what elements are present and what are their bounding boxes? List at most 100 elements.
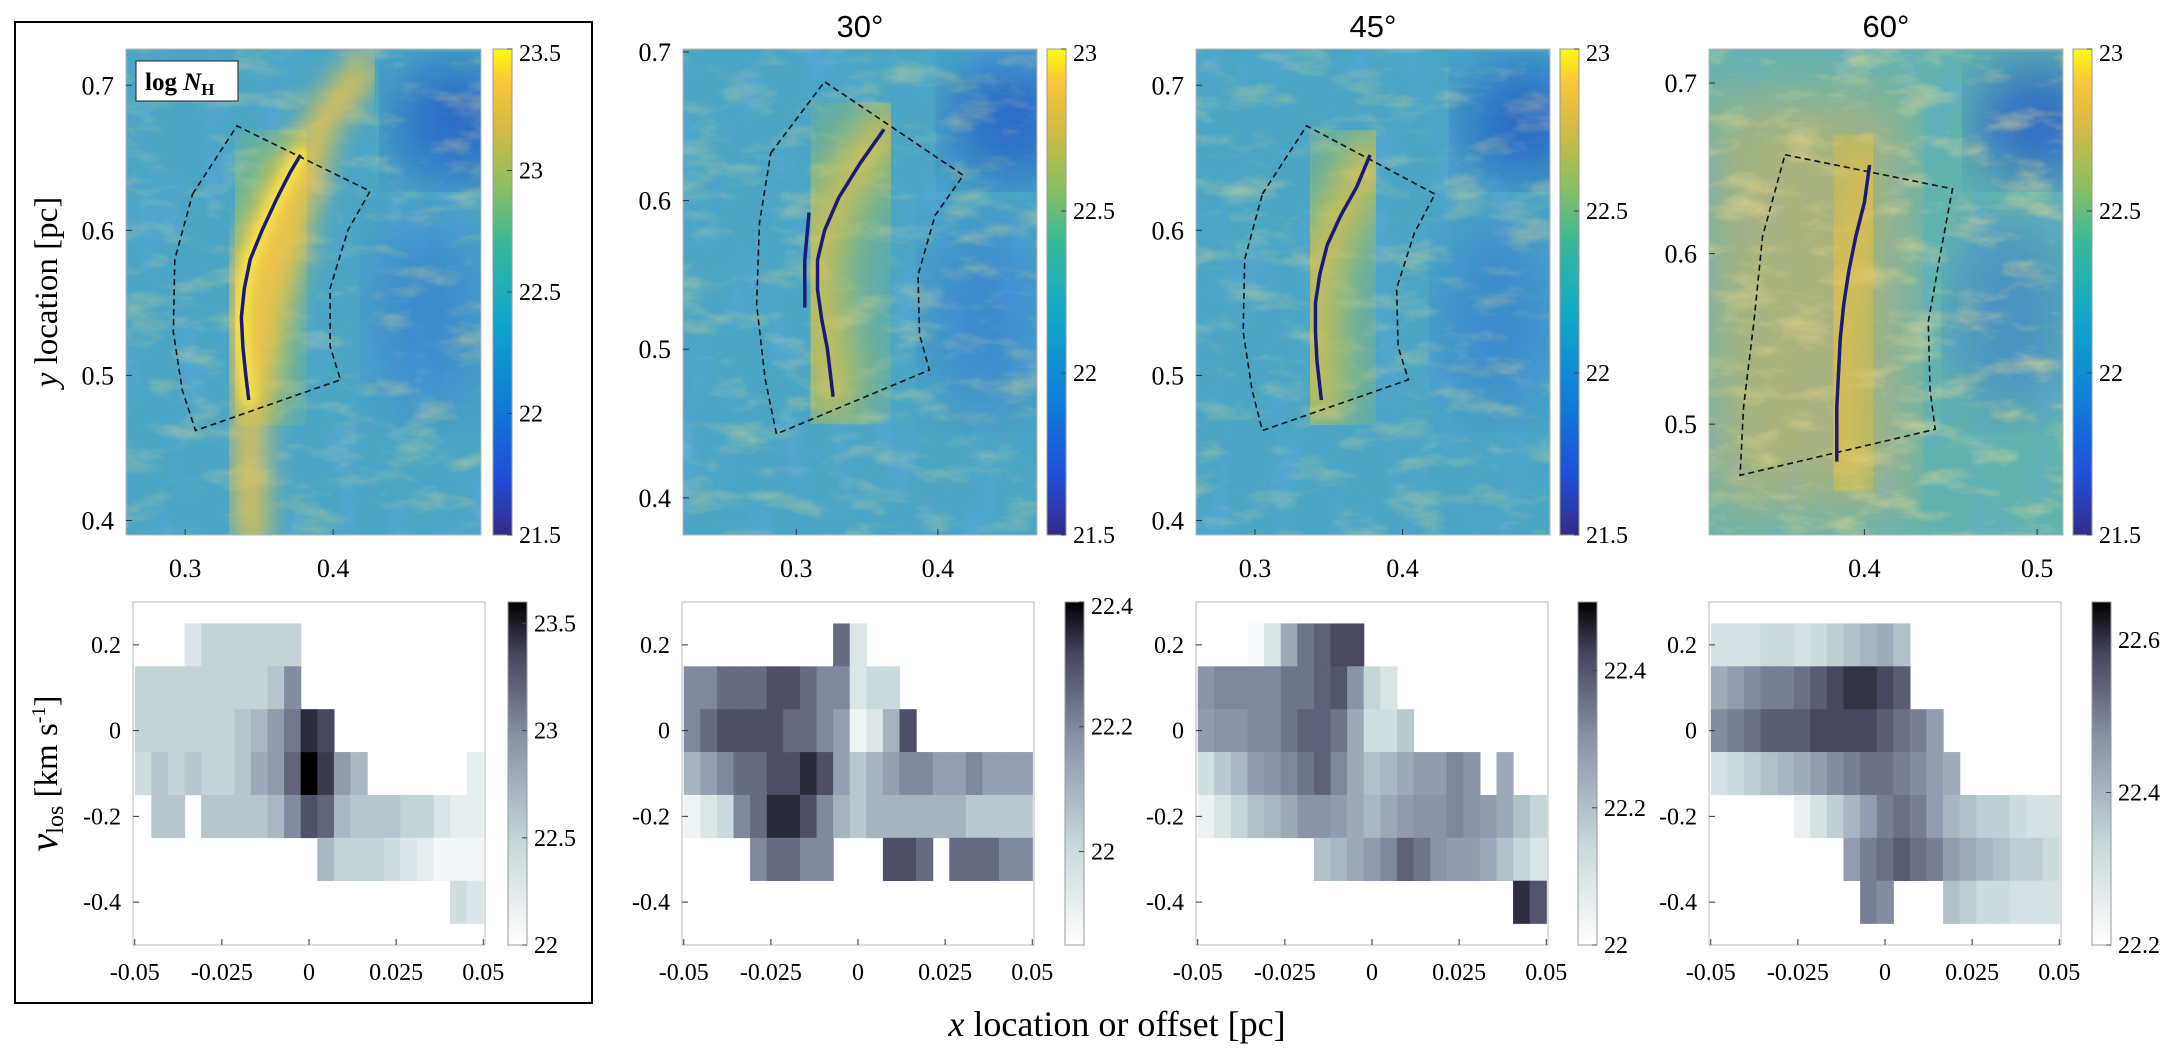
heatmap-cell: [134, 752, 152, 796]
top-panel-4: 0.4 0.5 0.5 0.6 0.7 60° 21.5 22 22.5 23: [1665, 9, 2142, 583]
heatmap-cell: [201, 666, 219, 710]
heatmap-cell: [367, 794, 385, 839]
heatmap-cell: [766, 752, 784, 796]
heatmap-cell: [1893, 623, 1911, 667]
colorbar-tick-label: 22.2: [1604, 796, 1646, 822]
heatmap-cell: [1926, 752, 1944, 796]
heatmap-cell: [1860, 794, 1878, 839]
heatmap-cell: [1347, 837, 1365, 881]
y-tick-label: -0.2: [1659, 804, 1697, 830]
heatmap-cell: [1860, 752, 1878, 796]
first-column-frame: [14, 21, 593, 1004]
heatmap-cell: [1313, 709, 1332, 753]
heatmap-cell: [1015, 837, 1033, 881]
heatmap-cell: [1230, 666, 1249, 710]
heatmap-cell: [151, 666, 169, 710]
heatmap-cell: [1430, 752, 1448, 796]
heatmap-cell: [1396, 709, 1415, 753]
heatmap-cell: [2009, 837, 2027, 881]
y-tick-label: 0.7: [1665, 69, 1698, 98]
heatmap-cell: [1280, 709, 1298, 753]
heatmap-cell: [1396, 794, 1415, 839]
x-tick-label: 0.3: [1239, 554, 1272, 583]
y-tick-label: 0.2: [1154, 633, 1184, 659]
heatmap-cell: [783, 666, 801, 710]
heatmap-cell: [1330, 837, 1348, 881]
y-tick-label: 0: [1685, 719, 1697, 745]
heatmap-cell: [1247, 666, 1265, 710]
heatmap-cell: [1992, 880, 2011, 924]
heatmap-cell: [217, 794, 235, 839]
heatmap-cell: [882, 752, 901, 796]
filament-spine: [815, 128, 886, 397]
x-tick-label: 0.05: [1011, 960, 1053, 986]
analysis-region-outline: [172, 124, 372, 432]
heatmap-cell: [999, 837, 1017, 881]
heatmap-cell: [799, 794, 818, 839]
heatmap-cell: [1513, 837, 1531, 881]
heatmap-cell: [2042, 837, 2060, 881]
colorbar-gradient: [1046, 48, 1067, 536]
y-tick-label: 0.5: [82, 361, 115, 390]
heatmap-cell: [151, 752, 169, 796]
heatmap-cell: [167, 794, 186, 839]
heatmap-cell: [1280, 752, 1298, 796]
heatmap-cell: [1330, 752, 1348, 796]
heatmap-cell: [1230, 752, 1249, 796]
y-axis-label: y location [pc]: [29, 197, 65, 391]
y-axis-label-var: v: [21, 833, 66, 851]
heatmap-cell: [1496, 794, 1514, 839]
heatmap-cell: [1843, 623, 1861, 667]
heatmap-cell: [1313, 752, 1332, 796]
heatmap-cell: [1380, 752, 1398, 796]
heatmap-cell: [949, 794, 967, 839]
x-tick-label: 0: [303, 960, 315, 986]
heatmap-cell: [201, 794, 219, 839]
heatmap-cell: [833, 752, 851, 796]
heatmap-cell: [416, 794, 435, 839]
heatmap-cell: [267, 794, 285, 839]
y-tick-label: 0.5: [1152, 361, 1185, 390]
colorbar: 22 22.2 22.4: [1577, 601, 1646, 959]
heatmap-cell: [1247, 752, 1265, 796]
heatmap-cell: [716, 794, 735, 839]
heatmap-cell: [799, 752, 818, 796]
heatmap-cell: [1943, 794, 1961, 839]
analysis-region-outline: [1242, 124, 1437, 432]
heatmap-cell: [1264, 623, 1282, 667]
heatmap-cell: [949, 752, 967, 796]
heatmap-cell: [1826, 794, 1845, 839]
heatmap-cell: [1843, 837, 1861, 881]
heatmap-cell: [766, 794, 784, 839]
heatmap-cell: [1992, 794, 2011, 839]
heatmap-cell: [1893, 666, 1911, 710]
heatmap-cell: [799, 709, 818, 753]
heatmap-cell: [1446, 794, 1464, 839]
x-tick-label: 0.05: [1525, 960, 1567, 986]
heatmap-cell: [184, 752, 202, 796]
heatmap-cell: [1860, 709, 1878, 753]
heatmap-cell: [1446, 752, 1464, 796]
heatmap-cell: [450, 794, 468, 839]
y-tick-label: 0.6: [1152, 216, 1185, 245]
x-tick-label: -0.025: [1767, 960, 1829, 986]
heatmap-cell: [317, 837, 335, 881]
annotation-label: log NH: [145, 69, 215, 99]
x-tick-label: -0.025: [191, 960, 253, 986]
heatmap-cell: [267, 666, 285, 710]
heatmap-cell: [317, 794, 335, 839]
heatmap-cell: [899, 752, 917, 796]
heatmap-cell: [1826, 709, 1845, 753]
heatmap-cell: [234, 666, 252, 710]
heatmap-cell: [982, 837, 1000, 881]
heatmap-cell: [1893, 794, 1911, 839]
heatmap-cell: [1926, 837, 1944, 881]
heatmap-cell: [733, 794, 751, 839]
colorbar-tick-label: 22.5: [534, 826, 576, 852]
heatmap-cell: [2026, 837, 2044, 881]
heatmap-cell: [1496, 752, 1514, 796]
heatmap-cell: [899, 794, 917, 839]
heatmap-cell: [1363, 752, 1381, 796]
analysis-region-outline: [1739, 153, 1954, 477]
density-image: [1196, 49, 1550, 535]
